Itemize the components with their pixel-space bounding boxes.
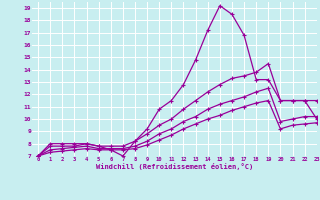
X-axis label: Windchill (Refroidissement éolien,°C): Windchill (Refroidissement éolien,°C) <box>96 163 253 170</box>
